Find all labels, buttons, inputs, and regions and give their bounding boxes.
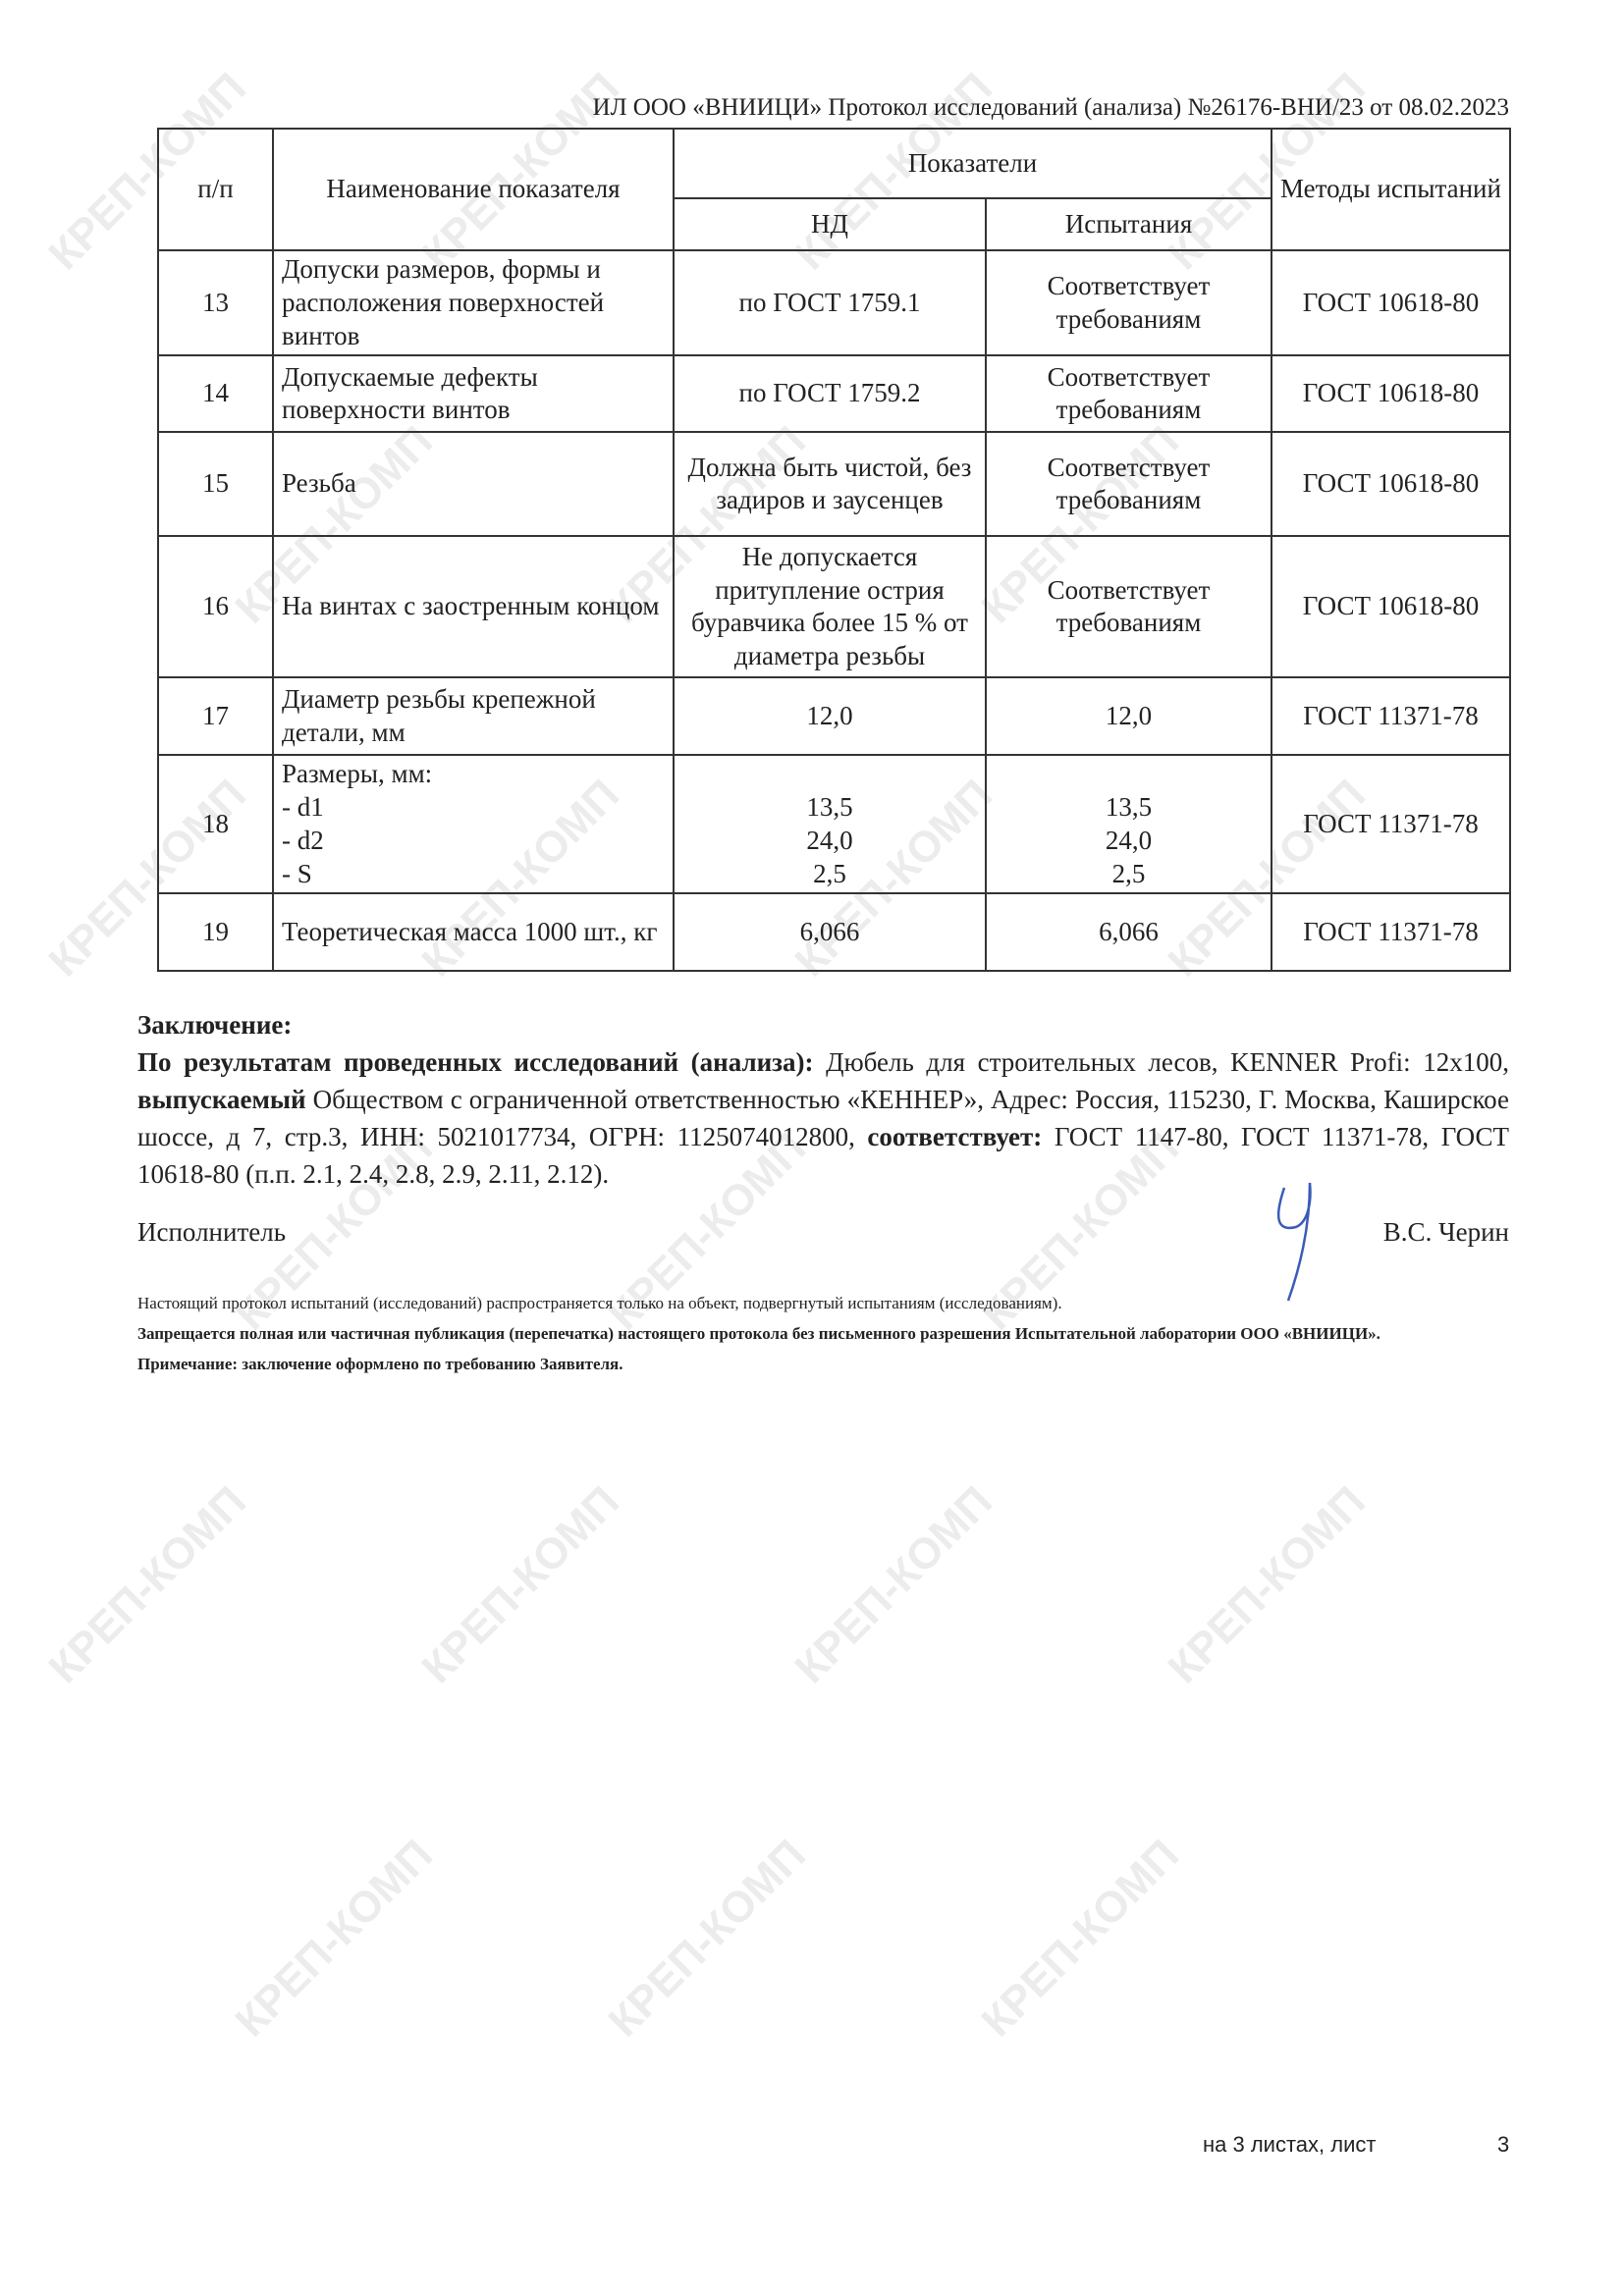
value: 2,5: [813, 858, 846, 888]
row-test: Соответствует требованиям: [985, 248, 1272, 357]
row-nd: Должна быть чистой, без задиров и заусен…: [673, 431, 987, 538]
row-name: Допускаемые дефекты поверхности винтов: [272, 354, 675, 434]
row-test: 6,066: [985, 892, 1272, 973]
text: Дюбель для строительных лесов, KENNER Pr…: [813, 1047, 1509, 1077]
table-row: 13 Допуски размеров, формы и расположени…: [157, 248, 1511, 357]
sheets-label: на 3 листах, лист: [1203, 2132, 1377, 2157]
notes: Настоящий протокол испытаний (исследован…: [137, 1288, 1380, 1379]
text: ГОСТ 1147-80, ГОСТ 11371-78, ГОСТ 10618-…: [137, 1122, 1509, 1189]
row-num: 15: [157, 431, 274, 538]
protocol-header: ИЛ ООО «ВНИИЦИ» Протокол исследований (а…: [592, 94, 1509, 121]
row-num: 18: [157, 754, 274, 895]
row-nd: 6,066: [673, 892, 987, 973]
row-name: Допуски размеров, формы и расположения п…: [272, 248, 675, 357]
row-method: ГОСТ 11371-78: [1271, 892, 1511, 973]
results-table: п/п Наименование показателя Показатели М…: [157, 128, 1511, 973]
sub-item: - S: [282, 858, 312, 888]
col-header-indicators: Показатели: [673, 128, 1272, 199]
row-num: 14: [157, 354, 274, 434]
col-header-test: Испытания: [985, 197, 1272, 251]
row-test: Соответствует требованиям: [985, 431, 1272, 538]
sub-item: - d1: [282, 792, 324, 822]
table-row: 14 Допускаемые дефекты поверхности винто…: [157, 354, 1511, 434]
sub-item: - d2: [282, 825, 324, 855]
handwritten-signature: [1276, 1182, 1312, 1302]
row-name: Резьба: [272, 431, 675, 538]
text-bold: соответствует:: [867, 1122, 1043, 1151]
row-name: Диаметр резьбы крепежной детали, мм: [272, 676, 675, 757]
col-header-methods: Методы испытаний: [1271, 128, 1511, 251]
row-method: ГОСТ 10618-80: [1271, 354, 1511, 434]
signature-block: Исполнитель В.С. Черин: [137, 1182, 1509, 1302]
table-row: 16 На винтах с заостренным концом Не доп…: [157, 535, 1511, 679]
table-row: 17 Диаметр резьбы крепежной детали, мм 1…: [157, 676, 1511, 757]
row-method: ГОСТ 11371-78: [1271, 754, 1511, 895]
signer-role: Исполнитель: [137, 1217, 287, 1247]
table-row: 19 Теоретическая масса 1000 шт., кг 6,06…: [157, 892, 1511, 973]
text: Обществом с ограниченной ответственность…: [137, 1085, 1509, 1151]
note: Примечание: заключение оформлено по треб…: [137, 1355, 623, 1373]
note: Настоящий протокол испытаний (исследован…: [137, 1294, 1062, 1312]
text-bold: По результатам проведенных исследований …: [137, 1047, 814, 1077]
row-test: Соответствует требованиям: [985, 354, 1272, 434]
row-num: 13: [157, 248, 274, 357]
row-num: 17: [157, 676, 274, 757]
row-method: ГОСТ 10618-80: [1271, 431, 1511, 538]
row-nd: 13,5 24,0 2,5: [673, 754, 987, 895]
page-number: 3: [1497, 2132, 1510, 2157]
row-test: 12,0: [985, 676, 1272, 757]
table-row: 18 Размеры, мм: - d1- d2- S 13,5 24,0 2,5 1…: [157, 754, 1511, 895]
conclusion-title: Заключение:: [137, 1010, 293, 1040]
value: 13,5: [806, 792, 853, 822]
col-header-num: п/п: [157, 128, 274, 251]
table-row: 15 Резьба Должна быть чистой, без задиро…: [157, 431, 1511, 538]
watermark: КРЕП-КОМП: [1159, 1476, 1375, 1693]
watermark: КРЕП-КОМП: [785, 1476, 1001, 1693]
text-bold: выпускаемый: [137, 1085, 306, 1114]
row-nd: Не допускается притупление острия буравч…: [673, 535, 987, 679]
col-header-name: Наименование показателя: [272, 128, 675, 251]
row-method: ГОСТ 10618-80: [1271, 248, 1511, 357]
value: 13,5: [1105, 792, 1153, 822]
value: 24,0: [806, 825, 853, 855]
watermark: КРЕП-КОМП: [412, 1476, 628, 1693]
row-nd: по ГОСТ 1759.1: [673, 248, 987, 357]
col-header-nd: НД: [673, 197, 987, 251]
row-method: ГОСТ 10618-80: [1271, 535, 1511, 679]
conclusion-text: По результатам проведенных исследований …: [137, 1043, 1509, 1193]
watermark: КРЕП-КОМП: [226, 1830, 442, 2047]
row-nd: по ГОСТ 1759.2: [673, 354, 987, 434]
row-name: На винтах с заостренным концом: [272, 535, 675, 679]
conclusion: Заключение: По результатам проведенных и…: [137, 1006, 1509, 1193]
signer-name: В.С. Черин: [1382, 1217, 1509, 1247]
row-num: 19: [157, 892, 274, 973]
row-test: 13,5 24,0 2,5: [985, 754, 1272, 895]
watermark: КРЕП-КОМП: [972, 1830, 1188, 2047]
row-method: ГОСТ 11371-78: [1271, 676, 1511, 757]
watermark: КРЕП-КОМП: [599, 1830, 815, 2047]
row-nd: 12,0: [673, 676, 987, 757]
page-footer: на 3 листах, лист 3: [1203, 2132, 1509, 2158]
row-name: Размеры, мм: - d1- d2- S: [272, 754, 675, 895]
note: Запрещается полная или частичная публика…: [137, 1324, 1380, 1343]
value: 24,0: [1105, 825, 1153, 855]
watermark: КРЕП-КОМП: [39, 1476, 255, 1693]
row-test: Соответствует требованиям: [985, 535, 1272, 679]
row-name: Теоретическая масса 1000 шт., кг: [272, 892, 675, 973]
row-num: 16: [157, 535, 274, 679]
value: 2,5: [1111, 858, 1146, 888]
row-name-label: Размеры, мм:: [282, 759, 433, 789]
